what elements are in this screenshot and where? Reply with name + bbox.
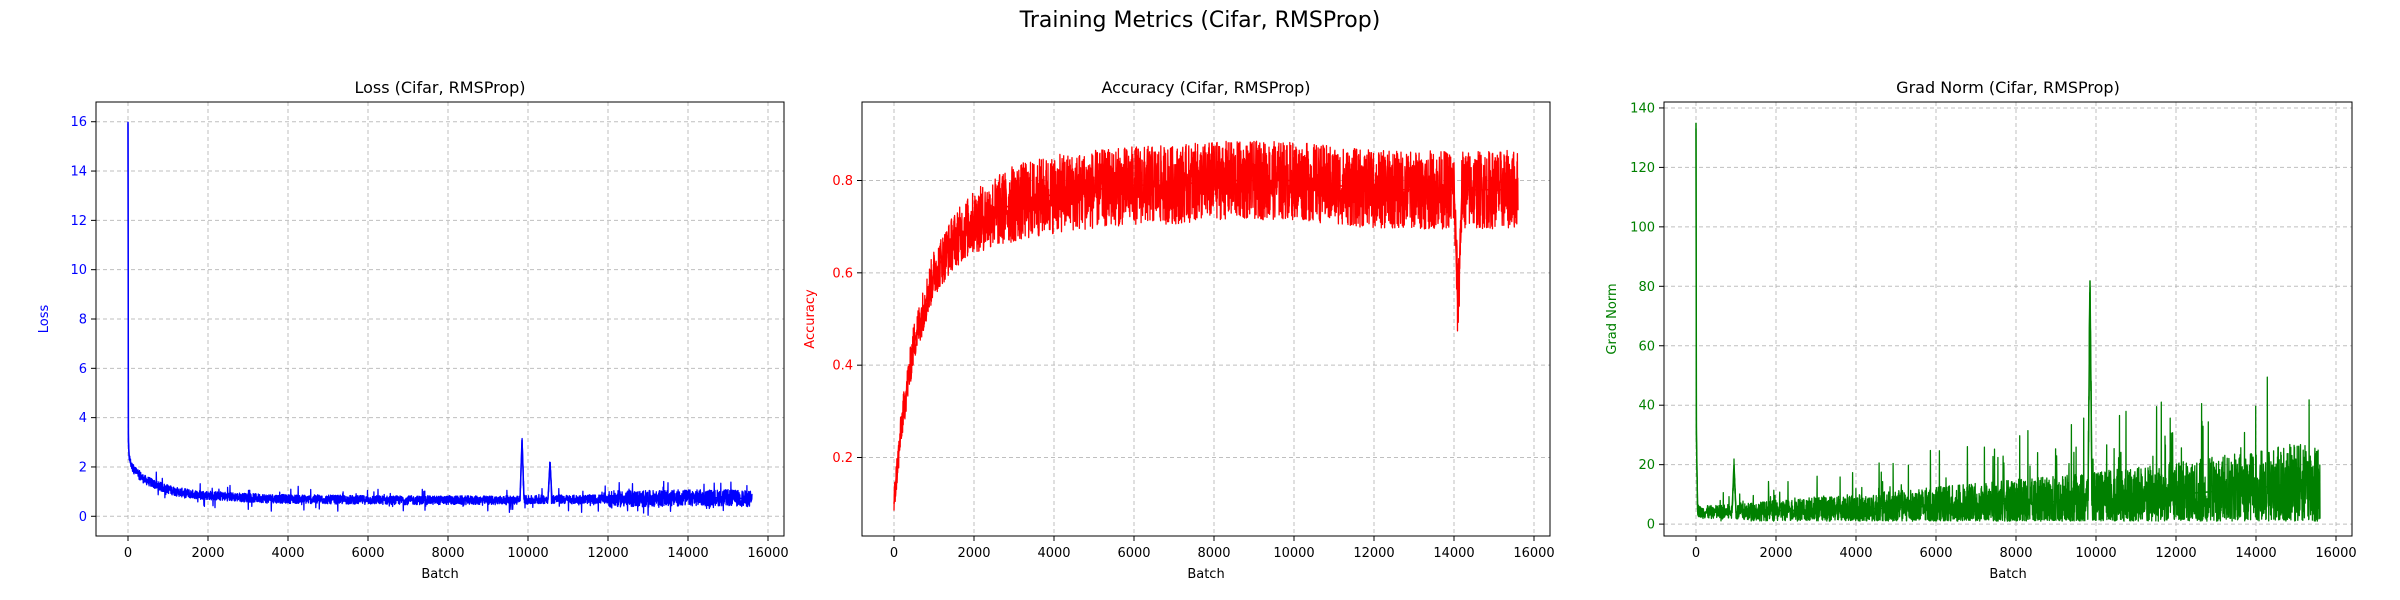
axes-frame xyxy=(861,101,1551,537)
y-axis-label: Loss xyxy=(37,305,52,334)
subplot-3: 0 2000 4000 6000 8000 10000 12000 14000 16000 0 20… xyxy=(1605,78,2357,582)
x-tick-label: 10000 xyxy=(2075,546,2116,561)
y-tick-label: 140 xyxy=(1630,101,1655,116)
y-tick-label: 8 xyxy=(79,313,87,328)
x-tick-label: 12000 xyxy=(587,546,628,561)
y-tick-label: 16 xyxy=(70,115,87,130)
x-tick-label: 16000 xyxy=(2315,546,2356,561)
x-tick-label: 16000 xyxy=(747,546,788,561)
x-axis-label: Batch xyxy=(421,567,458,582)
x-axis-label: Batch xyxy=(1187,567,1224,582)
x-tick-label: 0 xyxy=(124,546,132,561)
y-tick-label: 0.4 xyxy=(832,359,853,374)
y-tick-label: 0 xyxy=(1647,518,1655,533)
x-tick-label: 0 xyxy=(890,546,898,561)
y-tick-label: 10 xyxy=(70,263,87,278)
x-tick-label: 6000 xyxy=(351,546,384,561)
y-tick-label: 6 xyxy=(79,362,87,377)
subplot-title: Grad Norm (Cifar, RMSProp) xyxy=(1896,78,2120,97)
y-tick-label: 0.2 xyxy=(832,451,853,466)
series-line-2 xyxy=(893,140,1519,511)
x-tick-label: 2000 xyxy=(191,546,224,561)
y-tick-label: 12 xyxy=(70,214,87,229)
series-line-1 xyxy=(127,123,753,516)
x-tick-label: 8000 xyxy=(1197,546,1230,561)
axes-frame xyxy=(1663,101,2353,537)
x-tick-label: 6000 xyxy=(1117,546,1150,561)
series-trend-2 xyxy=(893,179,1518,504)
y-tick-label: 80 xyxy=(1638,280,1655,295)
x-tick-label: 8000 xyxy=(431,546,464,561)
x-tick-label: 12000 xyxy=(1353,546,1394,561)
series-trend-3 xyxy=(1695,122,2321,513)
y-tick-label: 14 xyxy=(70,165,87,180)
y-axis-label: Accuracy xyxy=(803,289,818,349)
x-tick-label: 2000 xyxy=(957,546,990,561)
x-tick-label: 14000 xyxy=(1433,546,1474,561)
subplot-1: 0 2000 4000 6000 8000 10000 12000 14000 16000 0 2 4… xyxy=(37,78,789,582)
x-tick-label: 10000 xyxy=(507,546,548,561)
y-tick-label: 0.8 xyxy=(832,174,853,189)
y-tick-label: 100 xyxy=(1630,220,1655,235)
y-axis-label: Grad Norm xyxy=(1605,283,1620,354)
x-tick-label: 0 xyxy=(1692,546,1700,561)
x-tick-label: 4000 xyxy=(271,546,304,561)
x-tick-label: 10000 xyxy=(1273,546,1314,561)
x-tick-label: 16000 xyxy=(1513,546,1554,561)
y-tick-label: 2 xyxy=(79,460,87,475)
subplot-title: Loss (Cifar, RMSProp) xyxy=(354,78,525,97)
y-tick-label: 40 xyxy=(1638,399,1655,414)
x-tick-label: 6000 xyxy=(1919,546,1952,561)
subplot-2: 0 2000 4000 6000 8000 10000 12000 14000 16000 0.2… xyxy=(803,78,1555,582)
x-tick-label: 12000 xyxy=(2155,546,2196,561)
subplot-title: Accuracy (Cifar, RMSProp) xyxy=(1101,78,1310,97)
series-line-3 xyxy=(1695,128,2321,522)
x-tick-label: 14000 xyxy=(667,546,708,561)
x-axis-label: Batch xyxy=(1989,567,2026,582)
y-tick-label: 20 xyxy=(1638,458,1655,473)
y-tick-label: 60 xyxy=(1638,339,1655,354)
series-trend-1 xyxy=(127,121,753,501)
y-tick-label: 0.6 xyxy=(832,266,853,281)
x-tick-label: 2000 xyxy=(1759,546,1792,561)
y-tick-label: 120 xyxy=(1630,161,1655,176)
y-tick-label: 4 xyxy=(79,411,87,426)
figure-suptitle: Training Metrics (Cifar, RMSProp) xyxy=(1019,8,1381,33)
x-tick-label: 14000 xyxy=(2235,546,2276,561)
x-tick-label: 4000 xyxy=(1037,546,1070,561)
x-tick-label: 4000 xyxy=(1839,546,1872,561)
y-tick-label: 0 xyxy=(79,510,87,525)
x-tick-label: 8000 xyxy=(1999,546,2032,561)
